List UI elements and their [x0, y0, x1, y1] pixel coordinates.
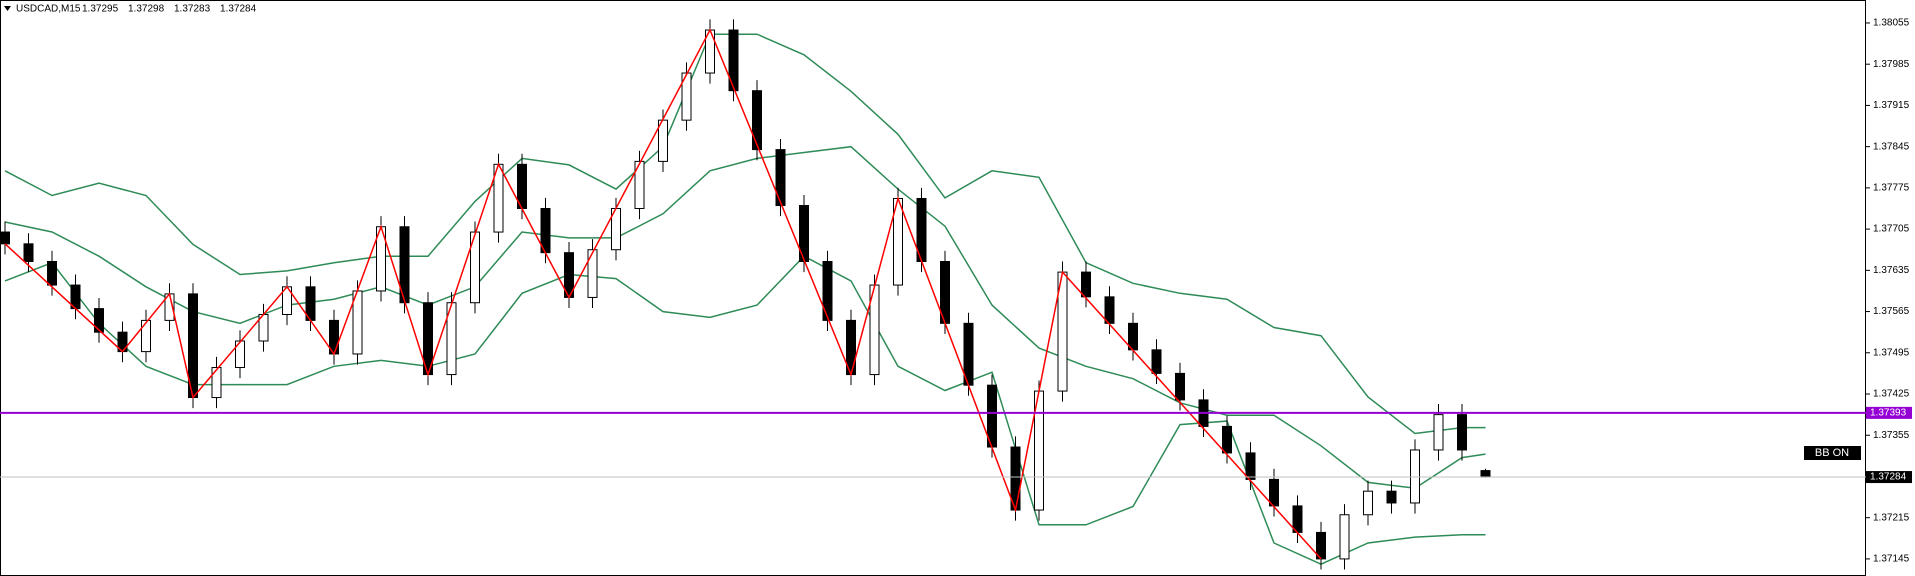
y-tick-label: 1.38055 [1873, 18, 1910, 29]
candle-body [47, 260, 57, 286]
header-price: 1.37283 [174, 4, 211, 15]
candle-body [1386, 490, 1397, 504]
candle-body [1104, 296, 1115, 324]
bollinger-lower [4, 255, 1486, 566]
symbol: USDCAD,M15 [16, 4, 81, 15]
candle-body [1457, 414, 1467, 451]
candle-body [1175, 372, 1185, 401]
candle-body [752, 90, 762, 151]
candle-body [141, 319, 151, 353]
candle-body [822, 260, 833, 321]
candle-body [775, 149, 786, 207]
candle-body [1480, 470, 1491, 478]
candle-body [94, 308, 104, 333]
header-price: 1.37295 [82, 4, 119, 15]
level-label-box [1866, 406, 1912, 419]
header-price: 1.37284 [220, 4, 257, 15]
candle-body [587, 249, 598, 298]
candle-body [23, 243, 34, 262]
candle-body [1316, 531, 1326, 560]
zigzag [4, 28, 1322, 560]
candle-body [1151, 349, 1162, 374]
y-tick-label: 1.37495 [1873, 347, 1910, 358]
candle-body [1410, 449, 1420, 504]
y-tick-label: 1.37845 [1873, 141, 1910, 152]
header-price: 1.37298 [128, 4, 165, 15]
candle-body [1222, 425, 1232, 454]
menu-arrow[interactable] [4, 6, 11, 11]
indicator-box [1804, 446, 1861, 460]
plot-frame [0, 0, 1866, 576]
y-tick-label: 1.37775 [1873, 183, 1910, 194]
current-price-box [1866, 471, 1912, 484]
candle-body [1081, 271, 1091, 298]
y-tick-label: 1.37425 [1873, 389, 1910, 400]
candle-body [1433, 414, 1444, 451]
level-label: 1.37393 [1870, 407, 1907, 418]
bollinger-upper [4, 33, 1486, 435]
candle-body [634, 160, 645, 209]
current-price-label: 1.37284 [1870, 472, 1907, 483]
y-tick-label: 1.37705 [1873, 224, 1910, 235]
y-tick-label: 1.37985 [1873, 59, 1910, 70]
y-tick-label: 1.37635 [1873, 265, 1910, 276]
indicator-label: BB ON [1815, 447, 1849, 459]
y-tick-label: 1.37355 [1873, 430, 1910, 441]
candle-body [1245, 452, 1256, 480]
candle-body [0, 231, 10, 245]
y-tick-label: 1.37565 [1873, 306, 1910, 317]
y-tick-label: 1.37215 [1873, 512, 1910, 523]
candle-body [211, 367, 222, 399]
candle-body [1339, 514, 1350, 560]
y-tick-label: 1.37145 [1873, 554, 1910, 565]
candle-body [728, 29, 739, 92]
y-tick-label: 1.37915 [1873, 100, 1910, 111]
candle-body [1363, 490, 1373, 516]
candle-body [1269, 478, 1279, 507]
